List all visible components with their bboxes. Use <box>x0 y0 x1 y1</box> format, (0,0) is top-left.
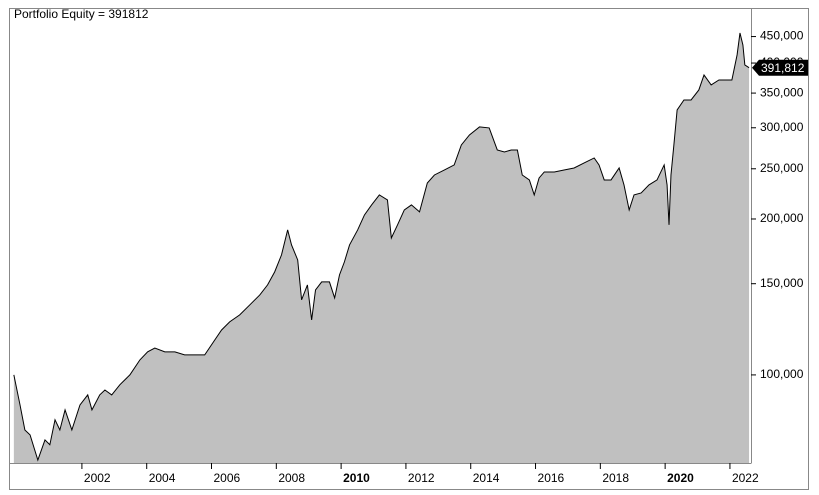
y-tick-label: 350,000 <box>760 85 804 99</box>
chart-title: Portfolio Equity = 391812 <box>14 7 149 21</box>
x-tick-label: 2004 <box>149 471 176 485</box>
last-value-marker: 391,812 <box>752 59 808 76</box>
y-tick-label: 200,000 <box>760 211 804 225</box>
x-tick-label: 2020 <box>667 471 694 485</box>
x-tick-label: 2022 <box>732 471 759 485</box>
y-tick-label: 100,000 <box>760 367 804 381</box>
x-tick-label: 2018 <box>602 471 629 485</box>
x-tick-label: 2012 <box>408 471 435 485</box>
x-tick-label: 2010 <box>343 471 370 485</box>
equity-line <box>13 32 750 462</box>
y-tick-label: 300,000 <box>760 120 804 134</box>
x-tick-label: 2006 <box>214 471 241 485</box>
last-value-box <box>752 59 808 76</box>
x-tick-label: 2008 <box>278 471 305 485</box>
y-tick-label: 450,000 <box>760 29 804 43</box>
x-tick-label: 2002 <box>84 471 111 485</box>
last-value-label: 391,812 <box>761 61 805 75</box>
y-tick-label: 250,000 <box>760 161 804 175</box>
area-fill <box>13 32 750 463</box>
x-tick-label: 2014 <box>473 471 500 485</box>
y-tick-label: 150,000 <box>760 276 804 290</box>
x-tick-label: 2016 <box>538 471 565 485</box>
